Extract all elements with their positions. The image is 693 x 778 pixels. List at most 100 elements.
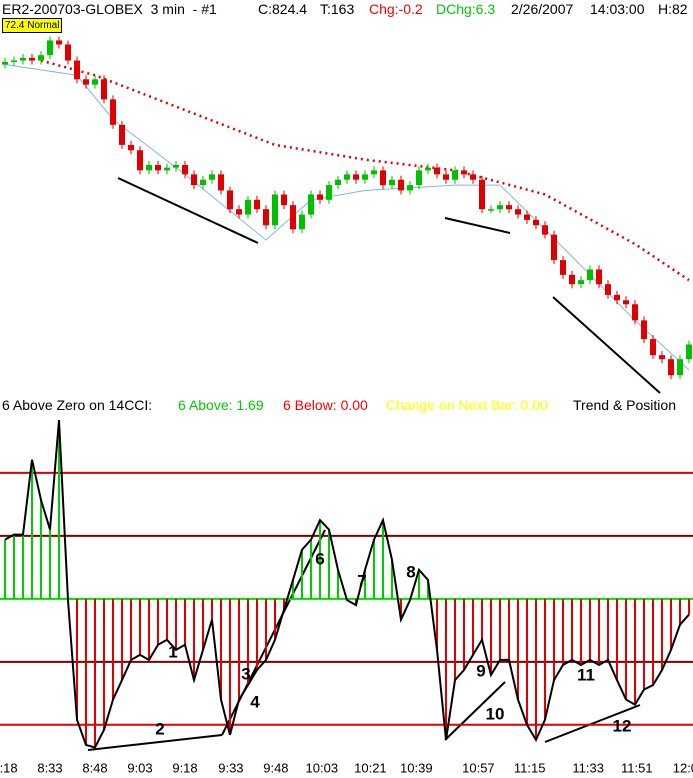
x-tick-label: 9:03 xyxy=(127,760,152,775)
header-stat: Change on Next Bar: 0.00 xyxy=(386,397,548,413)
candle xyxy=(371,170,377,175)
x-tick-label: 11:51 xyxy=(621,760,653,775)
candle xyxy=(38,55,44,61)
candle xyxy=(56,40,62,45)
candle xyxy=(254,199,260,210)
candle xyxy=(596,269,602,285)
header-stat: Chg:-0.2 xyxy=(369,1,423,17)
candle xyxy=(434,167,440,175)
candle xyxy=(272,194,278,226)
candle xyxy=(353,174,359,180)
annotation: 1 xyxy=(168,642,177,661)
header-stat: 6 Above: 1.69 xyxy=(178,397,264,413)
candle xyxy=(227,190,233,210)
candle xyxy=(290,205,296,230)
trend-line xyxy=(117,177,259,244)
candle xyxy=(578,280,584,285)
candle xyxy=(335,179,341,186)
trend-line xyxy=(444,217,511,234)
cci-line xyxy=(4,419,690,749)
header-stat: 14:03:00 xyxy=(590,1,645,17)
header-stat: C:824.4 xyxy=(258,1,308,17)
candle xyxy=(452,170,458,180)
header-stat: Trend & Position xyxy=(573,397,676,413)
x-tick-label: 12:0 xyxy=(673,760,693,775)
candle xyxy=(146,165,152,171)
x-tick-label: 8:33 xyxy=(37,760,62,775)
x-tick-label: 8:18 xyxy=(0,760,18,775)
candle xyxy=(119,124,125,145)
annotation: 4 xyxy=(250,692,260,711)
annotation: 7 xyxy=(357,571,366,590)
annotation: 3 xyxy=(241,664,250,683)
candle xyxy=(308,194,314,215)
panel-title: 6 Above Zero on 14CCI: xyxy=(2,397,153,413)
candle xyxy=(29,57,35,61)
annotation: 8 xyxy=(406,562,415,581)
x-tick-label: 9:18 xyxy=(172,760,197,775)
header-stat: DChg:6.3 xyxy=(436,1,496,17)
candle xyxy=(641,320,647,340)
candle xyxy=(479,179,485,210)
candle xyxy=(605,284,611,295)
candle xyxy=(488,209,494,211)
status-label: 72.4 Normal xyxy=(2,18,63,33)
candle xyxy=(587,269,593,281)
trend-line xyxy=(544,704,641,743)
x-tick-label: 9:48 xyxy=(263,760,288,775)
candle xyxy=(533,219,539,226)
candle xyxy=(317,194,323,200)
moving-average xyxy=(40,59,690,282)
x-tick-label: 10:39 xyxy=(400,760,433,775)
candle xyxy=(263,209,269,226)
candle xyxy=(515,209,521,215)
candle xyxy=(470,174,476,180)
x-tick-label: 11:15 xyxy=(514,760,546,775)
candle xyxy=(632,304,638,321)
candle xyxy=(407,185,413,191)
header-stat: 2/26/2007 xyxy=(511,1,574,17)
candle xyxy=(461,170,467,175)
candle xyxy=(389,179,395,186)
candle xyxy=(398,179,404,191)
candle xyxy=(497,205,503,210)
candle xyxy=(200,179,206,186)
annotation: 10 xyxy=(486,704,505,723)
candle xyxy=(650,339,656,356)
candle xyxy=(686,344,692,360)
annotation: 12 xyxy=(613,716,632,735)
candle xyxy=(92,79,98,85)
candle xyxy=(209,174,215,180)
candle xyxy=(173,165,179,168)
header-stat: T:163 xyxy=(320,1,355,17)
candle xyxy=(65,44,71,61)
candle xyxy=(380,170,386,186)
candle xyxy=(344,174,350,180)
chart-title: ER2-200703-GLOBEX 3 min - #1 xyxy=(2,1,217,17)
candle xyxy=(569,274,575,285)
candle xyxy=(83,79,89,85)
moving-average xyxy=(4,64,690,371)
candle xyxy=(281,194,287,206)
candle xyxy=(164,167,170,171)
candle xyxy=(416,170,422,186)
candle xyxy=(506,205,512,210)
candle xyxy=(101,79,107,100)
candle xyxy=(524,214,530,220)
candle xyxy=(443,174,449,180)
header-stat: H:82 xyxy=(658,1,688,17)
header-stat: 6 Below: 0.00 xyxy=(283,397,368,413)
candle xyxy=(2,61,8,65)
candle xyxy=(659,355,665,360)
annotation: 6 xyxy=(315,549,324,568)
annotation: 9 xyxy=(476,661,485,680)
candle xyxy=(155,165,161,171)
candle xyxy=(425,167,431,171)
candle xyxy=(137,150,143,171)
candle xyxy=(245,199,251,215)
x-tick-label: 10:03 xyxy=(306,760,339,775)
candle xyxy=(560,260,566,275)
trend-lines xyxy=(87,177,661,751)
